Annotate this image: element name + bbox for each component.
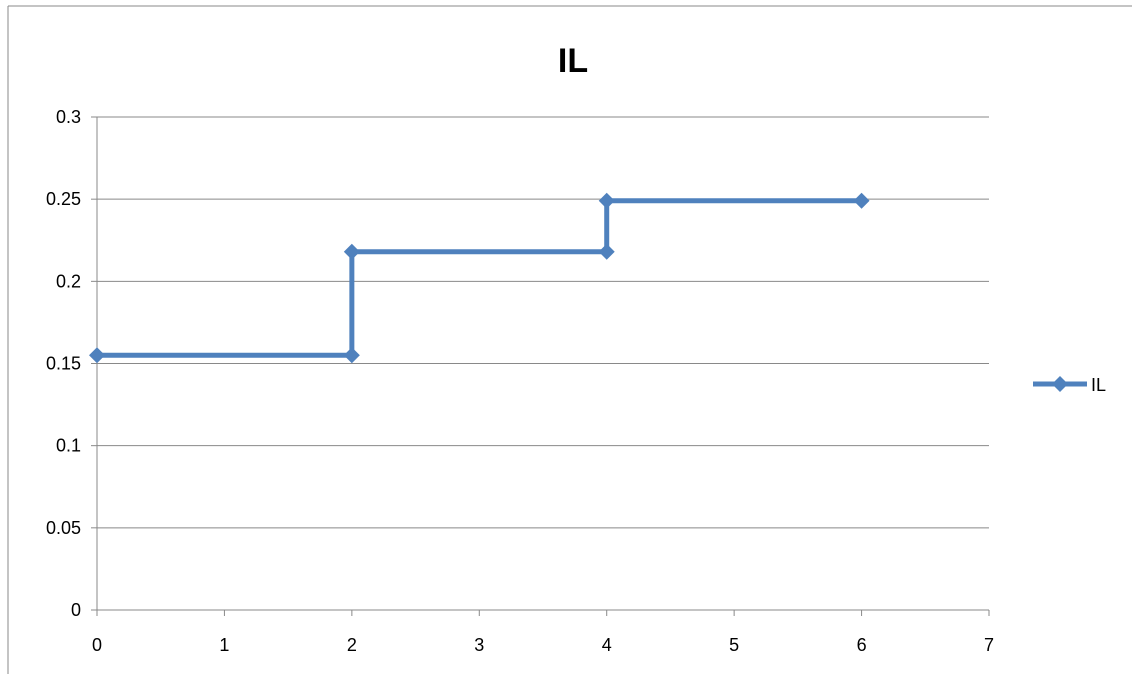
data-point-0-2 [343, 243, 360, 260]
series-layer [89, 192, 870, 364]
series-line-0 [97, 198, 862, 358]
grid-layer [97, 116, 989, 529]
y-tick-label-1: 0.05 [46, 518, 81, 538]
x-tick-label-6: 6 [857, 635, 867, 655]
x-tick-label-1: 1 [219, 635, 229, 655]
data-point-0-1 [343, 347, 360, 364]
legend-label: IL [1091, 375, 1106, 395]
legend: IL [1033, 375, 1106, 395]
x-tick-label-0: 0 [92, 635, 102, 655]
data-point-0-5 [853, 192, 870, 209]
y-tick-label-3: 0.15 [46, 354, 81, 374]
x-tick-label-7: 7 [984, 635, 994, 655]
y-tick-label-6: 0.3 [56, 107, 81, 127]
x-tick-label-5: 5 [729, 635, 739, 655]
chart-title: IL [558, 42, 588, 80]
axis-layer: 0 0.05 0.1 0.15 0.2 0.25 0.3 0 1 2 3 4 5 6 7 [46, 107, 994, 655]
x-tick-label-3: 3 [474, 635, 484, 655]
data-point-0-3 [598, 243, 615, 260]
x-tick-label-4: 4 [602, 635, 612, 655]
y-tick-label-5: 0.25 [46, 189, 81, 209]
data-point-0-0 [89, 347, 105, 364]
x-tick-label-2: 2 [347, 635, 357, 655]
data-point-0-4 [598, 192, 615, 209]
y-tick-label-0: 0 [71, 600, 81, 620]
legend-marker [1052, 376, 1068, 392]
y-tick-label-4: 0.2 [56, 271, 81, 291]
y-tick-label-2: 0.1 [56, 436, 81, 456]
